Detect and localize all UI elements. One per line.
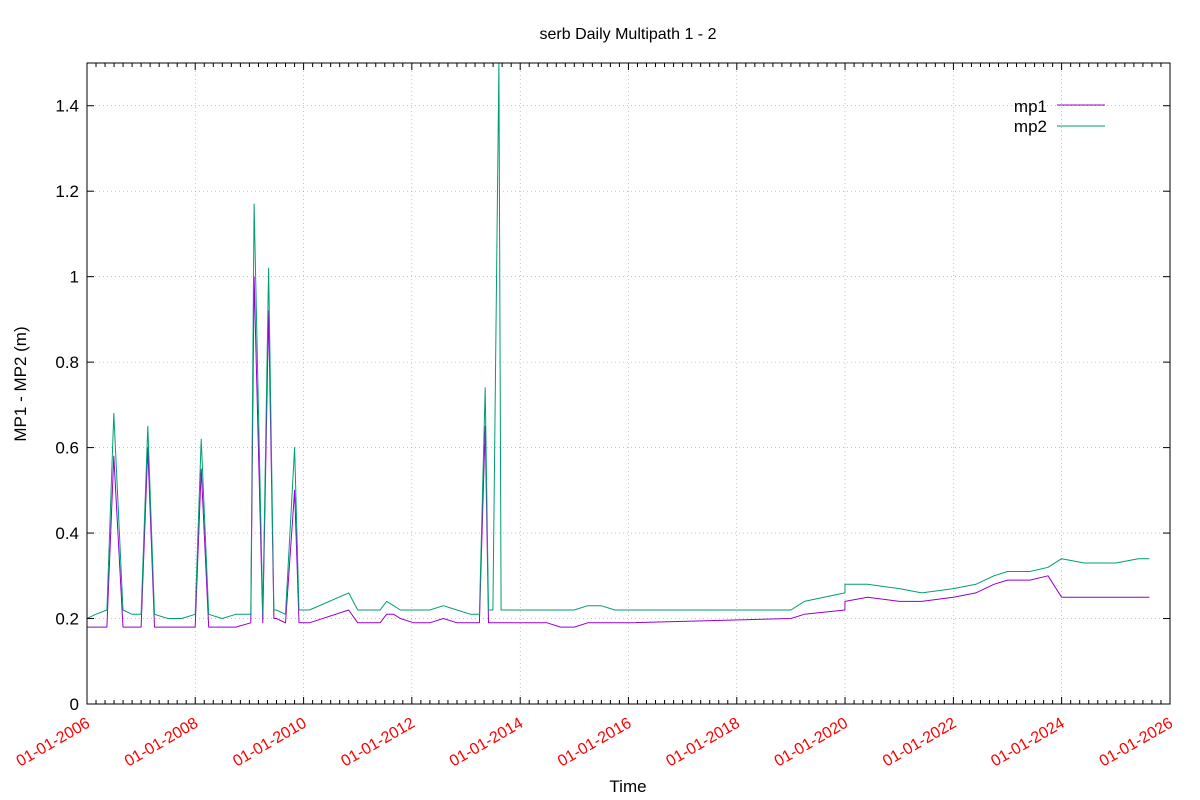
legend: mp1 mp2 [1014,97,1105,136]
x-tick-label: 01-01-2012 [338,715,417,771]
y-tick-label: 1.4 [55,97,79,116]
x-tick-label: 01-01-2008 [122,715,201,771]
y-tick-label: 1.2 [55,182,79,201]
series-layer [86,62,1150,628]
x-tick-label: 01-01-2026 [1097,715,1176,771]
x-tick-label: 01-01-2010 [230,715,309,771]
y-tick-label: 0.8 [55,353,79,372]
series-line-mp1 [87,276,1150,628]
y-axis: 0 0.2 0.4 0.6 0.8 1 1.2 1.4 [55,97,1170,714]
x-tick-label: 01-01-2018 [663,715,742,771]
y-axis-label: MP1 - MP2 (m) [11,326,30,441]
series-line-mp2 [86,62,1150,619]
y-tick-label: 0 [70,695,79,714]
grid [87,63,1170,704]
legend-label-mp1: mp1 [1014,97,1047,116]
x-axis-label: Time [609,777,646,796]
x-axis: 01-01-2006 01-01-2008 01-01-2010 01-01-2012… [14,63,1176,770]
x-tick-label: 01-01-2020 [772,715,851,771]
x-tick-label: 01-01-2014 [447,715,526,771]
x-tick-label: 01-01-2016 [555,715,634,771]
y-tick-label: 0.6 [55,439,79,458]
y-tick-label: 1 [70,268,79,287]
legend-label-mp2: mp2 [1014,117,1047,136]
x-tick-label: 01-01-2006 [14,715,93,771]
chart-title: serb Daily Multipath 1 - 2 [540,26,717,43]
y-tick-label: 0.4 [55,524,79,543]
y-tick-label: 0.2 [55,610,79,629]
x-tick-label: 01-01-2024 [988,715,1067,771]
x-tick-label: 01-01-2022 [880,715,959,771]
